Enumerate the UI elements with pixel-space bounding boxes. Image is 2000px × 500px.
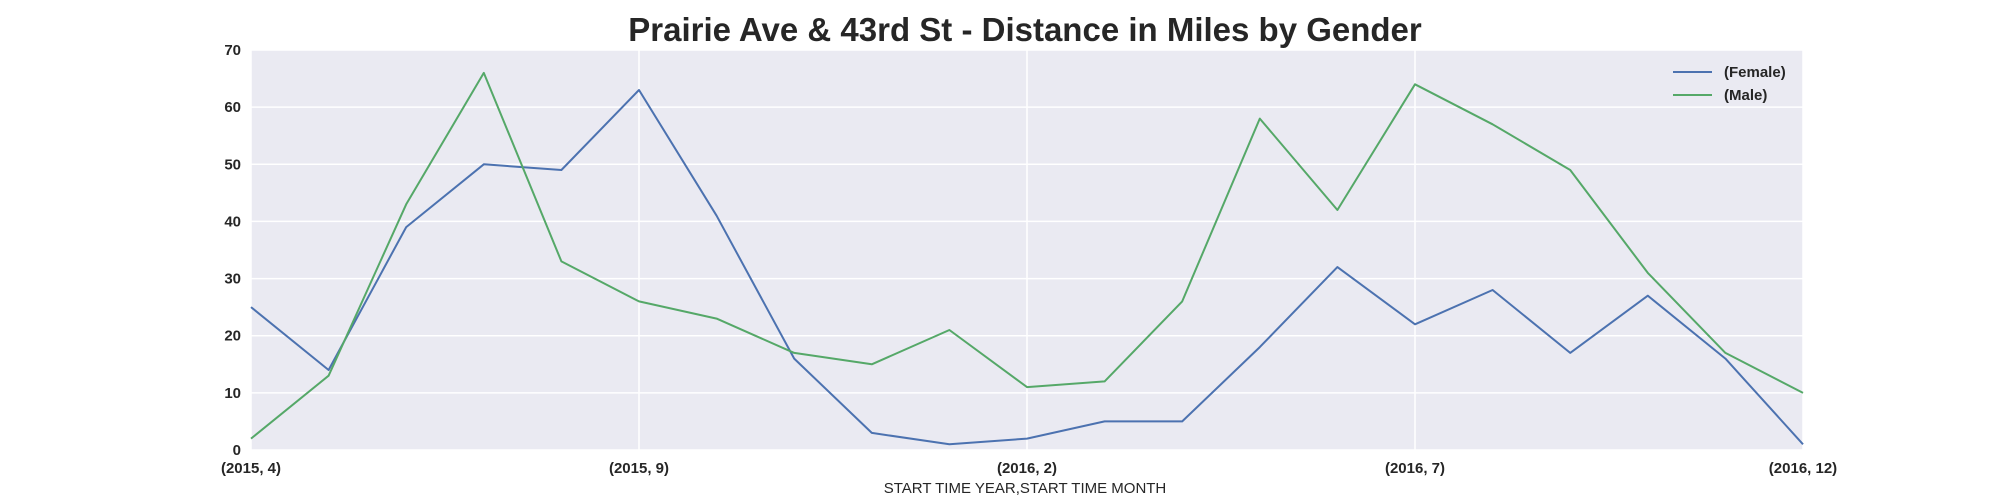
y-tick-label: 40: [224, 213, 241, 230]
series-line-0: [250, 89, 1804, 446]
series-line-1: [250, 71, 1804, 440]
x-tick-label: (2016, 7): [1385, 460, 1445, 477]
x-tick-label: (2016, 12): [1769, 460, 1837, 477]
y-tick-label: 70: [224, 42, 241, 59]
legend: (Female) (Male): [1673, 64, 1786, 104]
x-tick-label: (2015, 4): [221, 460, 281, 477]
x-axis-ticks: (2015, 4) (2015, 9) (2016, 2) (2016, 7) (201…: [221, 460, 1837, 477]
legend-label: (Male): [1724, 87, 1767, 104]
x-tick-label: (2015, 9): [609, 460, 669, 477]
grid-lines: [250, 49, 1804, 451]
y-tick-label: 60: [224, 99, 241, 116]
y-tick-label: 30: [224, 271, 241, 288]
y-tick-label: 0: [233, 442, 241, 459]
y-axis-ticks: 0 10 20 30 40 50 60 70: [224, 42, 241, 459]
y-tick-label: 10: [224, 385, 241, 402]
legend-label: (Female): [1724, 64, 1786, 81]
x-axis-label: START TIME YEAR,START TIME MONTH: [884, 480, 1167, 497]
x-tick-label: (2016, 2): [997, 460, 1057, 477]
y-tick-label: 20: [224, 328, 241, 345]
series-layer: [250, 71, 1804, 446]
chart-title: Prairie Ave & 43rd St - Distance in Mile…: [628, 11, 1422, 48]
y-tick-label: 50: [224, 156, 241, 173]
